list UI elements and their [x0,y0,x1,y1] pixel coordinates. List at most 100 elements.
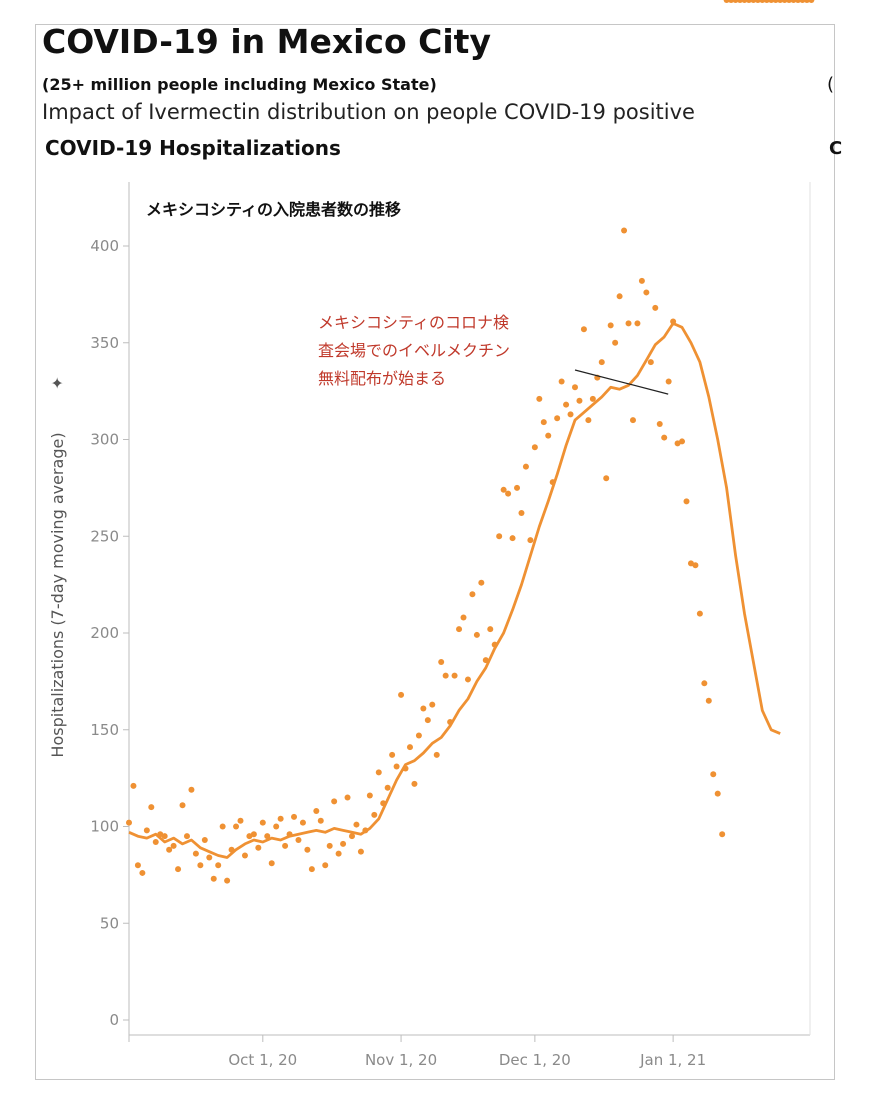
data-point [175,866,182,873]
y-tick-label: 350 [90,334,119,352]
data-point [692,562,699,569]
data-point [371,811,378,818]
data-point [273,823,280,830]
data-point [384,784,391,791]
data-point [357,848,364,855]
data-point [411,780,418,787]
annotation-text: メキシコシティのコロナ検 [318,313,509,332]
data-point [772,0,779,3]
data-point [505,490,512,497]
data-point [233,823,240,830]
data-point [250,831,257,838]
data-point [652,304,659,311]
data-point [398,691,405,698]
data-point [331,798,338,805]
data-point [754,0,761,3]
data-point [607,322,614,329]
data-point [616,293,623,300]
y-tick-label: 300 [90,431,119,449]
data-point [522,463,529,470]
data-point [134,862,141,869]
data-point [598,359,605,366]
data-point [406,744,413,751]
data-point [500,486,507,493]
data-point [161,833,168,840]
y-tick-label: 0 [109,1011,119,1029]
data-point [777,0,784,3]
data-point [781,0,788,3]
data-point [518,510,525,517]
data-point [563,401,570,408]
annotation-leader-line [574,369,669,395]
data-point [768,0,775,3]
data-point [139,869,146,876]
data-point [424,717,431,724]
data-point [148,804,155,811]
y-tick-label: 150 [90,721,119,739]
data-point [527,537,534,544]
data-point [745,0,752,3]
data-point [340,840,347,847]
data-point [585,417,592,424]
data-point [478,579,485,586]
data-point [282,842,289,849]
data-point [170,842,177,849]
data-point [152,838,159,845]
data-point [179,802,186,809]
x-tick-label: Oct 1, 20 [228,1051,297,1069]
data-point [737,0,744,3]
y-tick-label: 400 [90,237,119,255]
chart-title: メキシコシティの入院患者数の推移 [146,200,401,219]
sort-marker-icon[interactable]: ✦ [48,376,67,389]
y-tick-label: 50 [100,914,119,932]
data-point [714,790,721,797]
data-point [317,817,324,824]
data-point [487,626,494,633]
data-point [786,0,793,3]
data-point [634,320,641,327]
data-point [612,339,619,346]
data-point [237,817,244,824]
data-point [795,0,801,3]
data-point [621,227,628,234]
data-point [126,819,132,826]
data-point [741,0,748,3]
data-point [603,475,610,482]
data-point [313,808,320,815]
data-point [349,833,355,840]
data-point [442,672,449,679]
data-point [295,837,302,844]
data-point [473,631,480,638]
data-point [224,877,231,884]
annotation-text: 査会場でのイベルメクチン [318,341,510,360]
data-point [763,0,770,3]
page-description: Impact of Ivermectin distribution on peo… [42,100,695,124]
data-point [799,0,806,3]
data-point [206,854,213,861]
page-title: COVID-19 in Mexico City [42,22,491,61]
data-point [326,842,333,849]
data-point [130,782,137,789]
page-subtitle: (25+ million people including Mexico Sta… [42,75,437,94]
data-point [572,384,578,391]
data-point [679,438,686,445]
data-point [291,813,298,820]
data-point [728,0,735,3]
data-point [389,751,396,758]
data-point [322,862,329,869]
data-point [683,498,690,505]
data-point [558,378,565,385]
data-point [429,701,436,708]
data-point [393,763,400,770]
data-point [344,794,351,801]
clipped-edge-glyph: C [829,138,843,159]
data-point [415,732,422,739]
data-point [514,484,521,491]
data-point [643,289,650,296]
data-point [143,827,150,834]
data-point [299,819,306,826]
y-tick-label: 250 [90,527,119,545]
moving-average-line [128,322,781,859]
data-point [433,751,440,758]
data-point [536,395,543,402]
